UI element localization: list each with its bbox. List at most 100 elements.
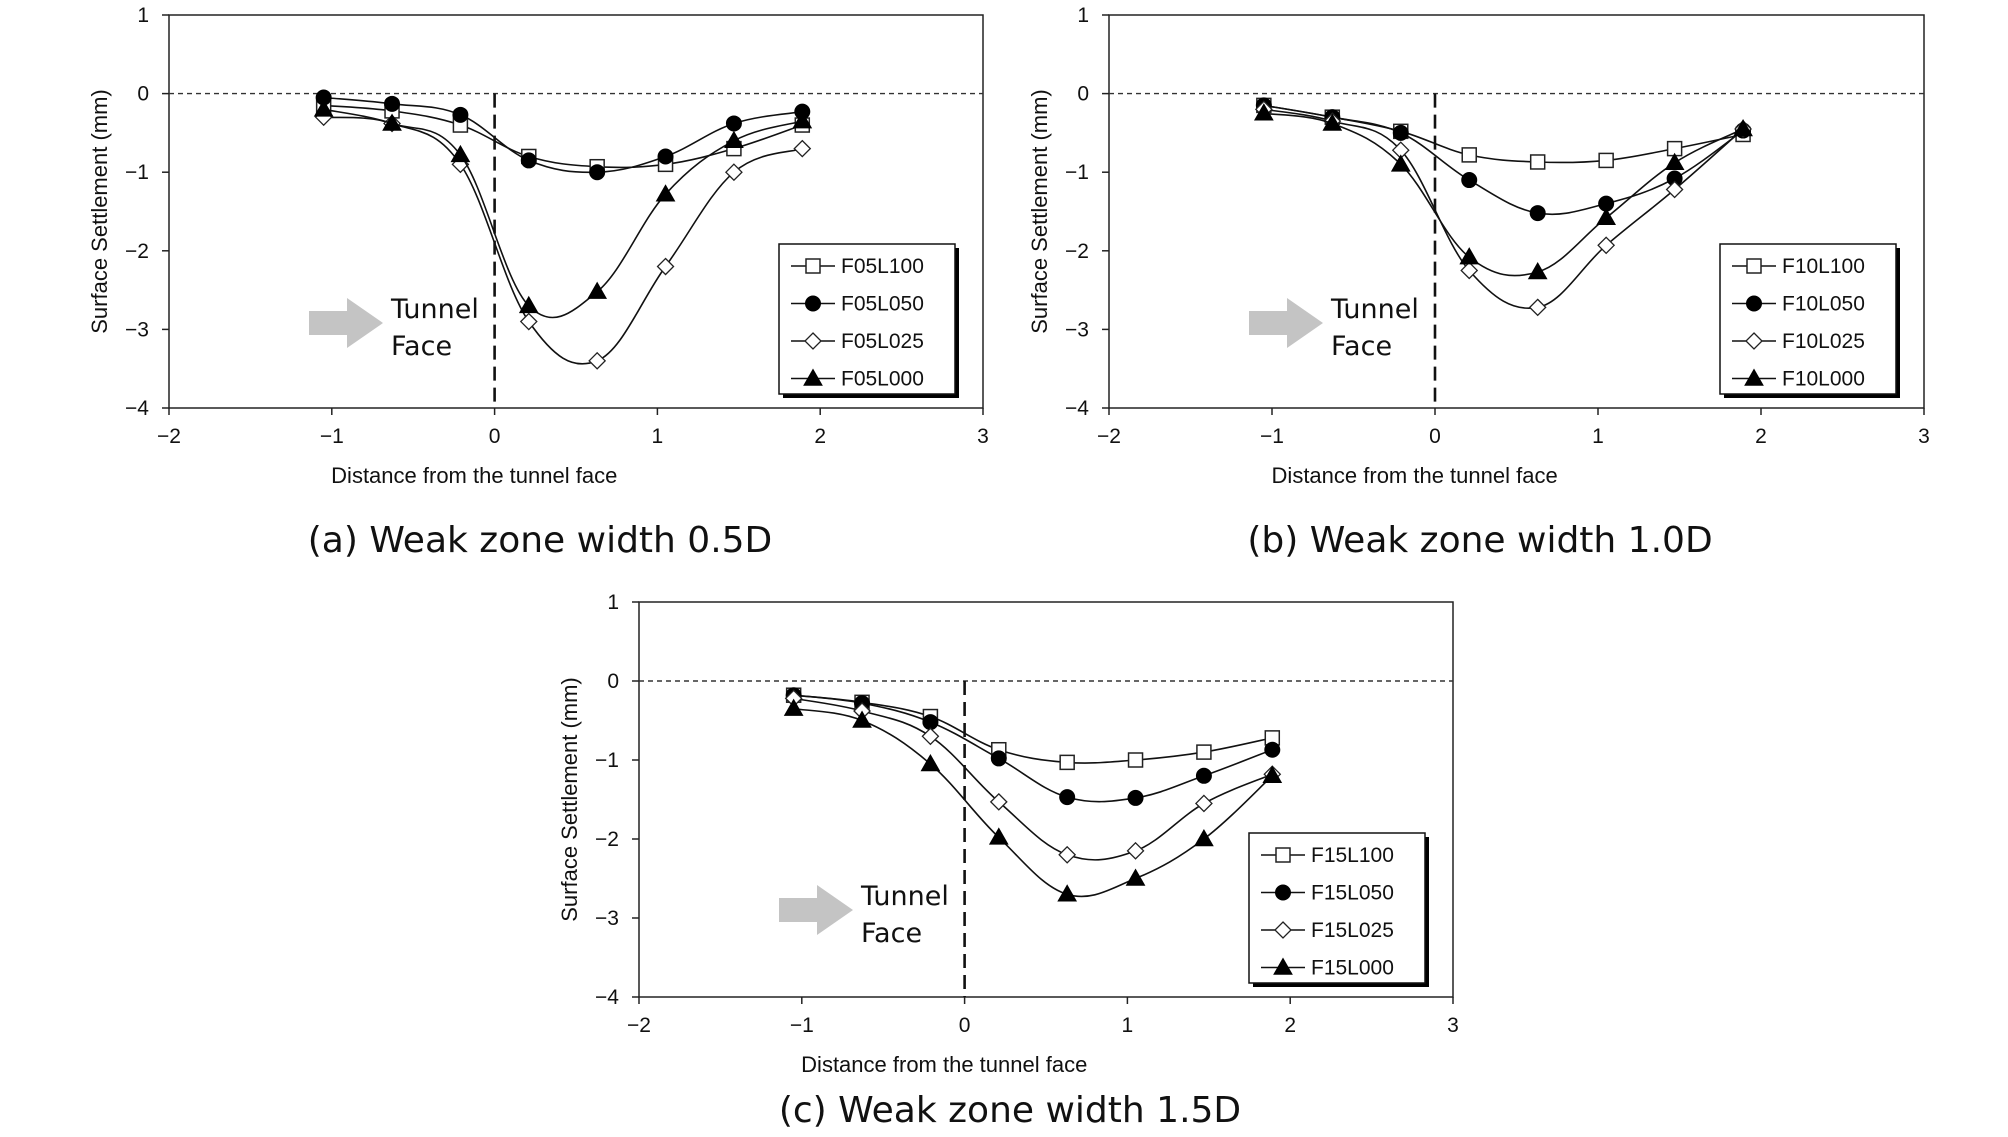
legend-label: F10L050 bbox=[1782, 293, 1865, 316]
tunnel-direction-arrow-icon bbox=[309, 298, 383, 348]
series-line bbox=[323, 116, 803, 365]
y-tick-label: 1 bbox=[137, 4, 149, 27]
tunnel-face-label-line1: Tunnel bbox=[1330, 294, 1419, 325]
legend-label: F15L000 bbox=[1311, 957, 1394, 980]
series-line bbox=[1263, 108, 1744, 310]
y-tick-label: −4 bbox=[1065, 397, 1089, 420]
data-point bbox=[1195, 767, 1212, 784]
y-tick-label: −2 bbox=[595, 828, 619, 851]
legend-label: F10L100 bbox=[1782, 255, 1865, 278]
data-point bbox=[1253, 103, 1274, 121]
data-point bbox=[920, 753, 941, 772]
plot-area bbox=[1108, 14, 1925, 409]
y-tick-label: 1 bbox=[1077, 4, 1089, 27]
series-F15L000 bbox=[783, 698, 1283, 902]
legend-label: F10L025 bbox=[1782, 330, 1865, 353]
data-point bbox=[1598, 152, 1614, 169]
tunnel-direction-arrow-icon bbox=[779, 885, 853, 935]
data-point bbox=[1528, 298, 1547, 317]
data-point bbox=[783, 698, 804, 716]
legend-marker bbox=[1746, 295, 1762, 312]
data-point bbox=[1126, 841, 1145, 860]
data-point bbox=[921, 727, 940, 746]
tunnel-face-label-line2: Face bbox=[1331, 331, 1392, 362]
data-point bbox=[1665, 180, 1684, 199]
x-tick-label: 3 bbox=[977, 425, 989, 448]
data-point bbox=[792, 111, 813, 129]
data-point bbox=[725, 115, 742, 132]
tunnel-face-label-line1: Tunnel bbox=[390, 294, 479, 325]
legend-label: F10L000 bbox=[1782, 368, 1865, 391]
x-tick-label: 0 bbox=[1429, 425, 1441, 448]
legend-label: F15L050 bbox=[1311, 882, 1394, 905]
data-point bbox=[1196, 744, 1212, 760]
tunnel-face-label-line2: Face bbox=[861, 918, 922, 949]
figure-caption: (b) Weak zone width 1.0D bbox=[1247, 520, 1712, 561]
data-point bbox=[655, 184, 676, 202]
x-tick-label: 2 bbox=[1755, 425, 1767, 448]
data-point bbox=[588, 351, 607, 370]
x-axis-label: Distance from the tunnel face bbox=[801, 1052, 1087, 1077]
x-tick-label: 3 bbox=[1918, 425, 1930, 448]
data-point bbox=[793, 139, 812, 158]
legend-label: F05L050 bbox=[841, 293, 924, 316]
y-tick-label: −3 bbox=[125, 318, 149, 341]
legend-marker bbox=[1275, 884, 1291, 901]
data-point bbox=[382, 113, 402, 131]
series-F10L000 bbox=[1253, 103, 1753, 280]
x-tick-label: −1 bbox=[790, 1014, 814, 1037]
x-tick-label: −2 bbox=[627, 1014, 651, 1037]
x-tick-label: 1 bbox=[1592, 425, 1604, 448]
tunnel-direction-arrow-icon bbox=[1249, 298, 1323, 348]
y-tick-label: −3 bbox=[595, 907, 619, 930]
legend-label: F05L025 bbox=[841, 330, 924, 353]
data-point bbox=[1461, 172, 1478, 189]
legend-label: F05L000 bbox=[841, 368, 924, 391]
data-point bbox=[587, 281, 608, 299]
data-point bbox=[1194, 828, 1214, 847]
chart-panel-1: −2 −1 0 1 2 3 −4 −3 −2 −1 0 1 Distance from the tunn… bbox=[87, 4, 989, 561]
data-point bbox=[1527, 262, 1548, 280]
data-point bbox=[1262, 765, 1283, 784]
data-point bbox=[657, 148, 674, 165]
y-tick-label: −1 bbox=[125, 161, 149, 184]
data-point bbox=[384, 95, 401, 112]
y-tick-label: −2 bbox=[125, 240, 149, 263]
y-tick-label: 0 bbox=[607, 670, 619, 693]
plot-area bbox=[168, 14, 984, 409]
data-point bbox=[1057, 884, 1078, 902]
series-line bbox=[323, 108, 803, 319]
data-point bbox=[1461, 147, 1477, 163]
data-point bbox=[1664, 152, 1685, 171]
data-point bbox=[1529, 154, 1546, 170]
legend-label: F15L100 bbox=[1311, 844, 1394, 867]
series-F05L000 bbox=[313, 99, 813, 319]
data-point bbox=[1264, 741, 1281, 758]
data-point bbox=[1059, 754, 1075, 771]
plot-area bbox=[638, 601, 1454, 998]
y-axis-label: Surface Settlement (mm) bbox=[87, 89, 112, 334]
x-tick-label: 2 bbox=[1284, 1014, 1296, 1037]
data-point bbox=[589, 164, 606, 181]
data-point bbox=[1596, 207, 1617, 226]
data-point bbox=[1059, 789, 1076, 806]
data-point bbox=[450, 144, 471, 163]
x-tick-label: −2 bbox=[157, 425, 181, 448]
data-point bbox=[1392, 124, 1409, 141]
y-tick-label: 0 bbox=[1077, 83, 1089, 106]
legend-marker bbox=[804, 332, 822, 350]
x-tick-label: 2 bbox=[814, 425, 826, 448]
data-point bbox=[988, 827, 1009, 845]
data-point bbox=[519, 312, 538, 331]
x-axis-label: Distance from the tunnel face bbox=[1272, 463, 1558, 488]
x-tick-label: −2 bbox=[1097, 425, 1121, 448]
data-point bbox=[452, 106, 469, 123]
data-point bbox=[1322, 113, 1343, 131]
y-tick-label: −3 bbox=[1065, 318, 1089, 341]
data-point bbox=[724, 130, 744, 149]
data-point bbox=[989, 792, 1008, 811]
legend-label: F05L100 bbox=[841, 255, 924, 278]
data-point bbox=[1529, 205, 1546, 222]
x-tick-label: 3 bbox=[1447, 1014, 1459, 1037]
